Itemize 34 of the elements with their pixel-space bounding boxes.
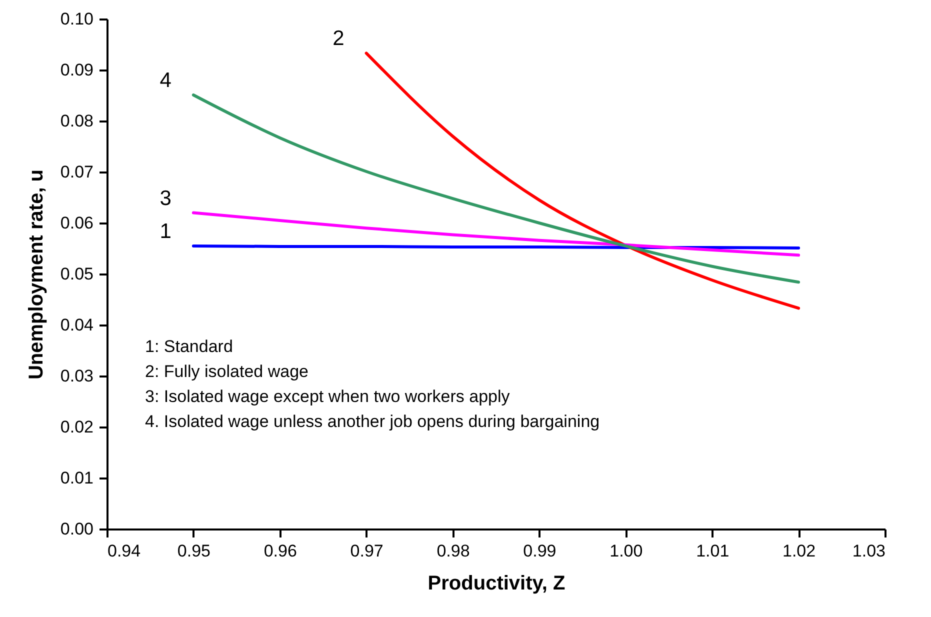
series-label: 1 (160, 220, 172, 243)
annotation: 3: Isolated wage except when two workers apply (145, 387, 510, 406)
series-label: 2 (332, 27, 344, 50)
x-tick-label: 0.97 (350, 542, 384, 560)
y-tick-label: 0.05 (60, 264, 94, 284)
series-label: 3 (160, 186, 172, 210)
line-series (192, 211, 800, 257)
line-series (364, 52, 800, 310)
annotation: 2: Fully isolated wage (145, 362, 308, 381)
y-tick-label: 0.04 (60, 316, 94, 334)
y-tick-label: 0.10 (60, 10, 94, 28)
y-axis-title: Unemployment rate, u (25, 169, 48, 380)
y-tick-label: 0.00 (60, 520, 94, 538)
annotation: 1: Standard (145, 337, 233, 356)
x-tick-label: 0.98 (436, 542, 470, 560)
x-tick-label: 0.99 (523, 542, 556, 560)
x-axis-title: Productivity, Z (428, 572, 566, 594)
y-tick-label: 0.08 (60, 112, 94, 130)
y-tick-label: 0.01 (60, 468, 94, 488)
y-tick-label: 0.07 (60, 162, 94, 182)
annotation: 4. Isolated wage unless another job opens during bargaining (145, 412, 600, 431)
line-series (192, 93, 800, 284)
x-tick-label: 0.94 (108, 542, 141, 560)
y-tick-label: 0.02 (60, 418, 94, 436)
y-tick-label: 0.03 (60, 366, 94, 386)
x-tick-label: 0.96 (264, 542, 297, 560)
series-label: 4 (160, 68, 172, 92)
x-tick-label: 0.95 (177, 542, 210, 560)
y-tick-label: 0.09 (60, 60, 94, 80)
x-tick-label: 1.03 (852, 542, 886, 560)
x-tick-label: 1.00 (610, 542, 643, 560)
y-tick-label: 0.06 (60, 214, 94, 232)
x-tick-label: 1.02 (782, 542, 816, 560)
x-tick-label: 1.01 (696, 542, 730, 560)
